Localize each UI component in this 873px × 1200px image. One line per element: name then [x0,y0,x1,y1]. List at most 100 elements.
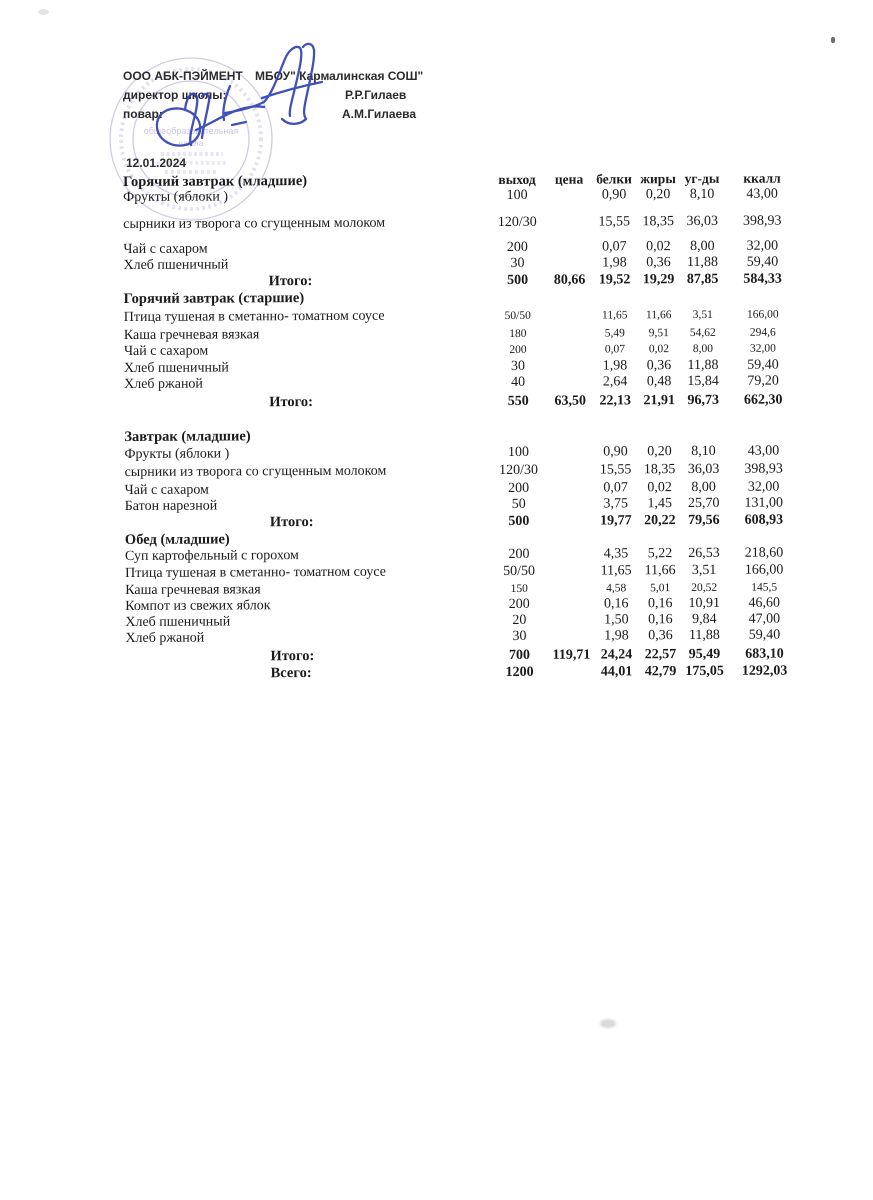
value-cell: 40 [511,374,526,390]
value-cell: 200 [508,546,530,562]
value-cell: 1200 [505,664,534,681]
value-cell: 3,51 [692,308,713,322]
value-cell: 4,35 [603,546,629,562]
scan-speck [38,9,49,15]
scan-speck [831,37,835,43]
cook-label: повар: [123,107,163,121]
value-cell: 8,00 [692,342,714,356]
value-cell: 15,84 [687,373,719,390]
value-cell: 11,66 [645,309,672,322]
value-cell: 32,00 [746,238,779,254]
value-cell: 46,60 [748,595,781,611]
org-name-left: ООО АБК-ПЭЙМЕНТ [123,69,243,83]
director-label: директор школы: [123,88,227,102]
value-cell: 0,07 [604,343,626,356]
value-cell: 47,00 [748,611,781,627]
value-cell: 608,93 [744,512,784,528]
dish-name: Хлеб пшеничный [123,257,229,273]
value-cell: 1,98 [602,255,627,271]
value-cell: 36,03 [687,461,720,478]
dish-name: Фрукты (яблоки ) [124,446,230,462]
value-cell: 1,98 [602,358,628,374]
value-cell: 80,66 [553,272,586,288]
value-cell: 96,73 [687,392,719,409]
value-cell: 683,10 [745,646,784,662]
section-title-row: Горячий завтрак (старшие) [124,287,800,307]
value-cell: 20 [512,612,527,628]
value-cell: 0,36 [646,358,672,374]
value-cell: 18,35 [642,214,675,230]
value-cell: 398,93 [742,213,782,229]
value-cell: 500 [508,513,530,529]
dish-name: Чай с сахаром [124,482,209,498]
dish-name: сырники из творога со сгущенным молоком [124,463,387,480]
value-cell: 0,02 [646,239,671,255]
value-cell: 44,01 [600,664,633,680]
value-cell: 5,01 [650,582,671,595]
menu-row: Птица тушеная в сметанно- томатном соусе… [124,306,800,326]
value-cell: 100 [506,187,528,203]
section-title-row: Завтрак (младшие) [124,425,800,445]
value-cell: 79,56 [688,512,720,529]
dish-name: Фрукты (яблоки ) [123,189,229,205]
value-cell: 166,00 [746,308,779,321]
dish-name: Птица тушеная в сметанно- томатном соусе [123,308,385,325]
column-header: жиры [640,171,676,187]
value-cell: 8,10 [691,443,716,460]
value-cell: 0,20 [647,444,672,460]
dish-name: Итого: [269,394,314,411]
total-row: Итого: 700 119,71 24,24 22,57 95,49 683,10 [125,645,801,666]
value-cell: 150 [510,582,528,595]
value-cell: 50/50 [503,563,536,580]
value-cell: 5,49 [604,327,625,340]
value-cell: 1,50 [604,612,629,628]
column-header: уг-ды [684,170,720,187]
value-cell: 11,88 [686,254,718,271]
value-cell: 19,29 [642,272,675,288]
value-cell: 200 [508,596,530,612]
column-header: ккалл [743,170,781,186]
value-cell: 43,00 [746,186,778,202]
menu-row: Фрукты (яблоки ) 100 0,90 0,20 8,10 43,00 [124,443,800,463]
value-cell: 59,40 [748,627,781,643]
value-cell: 200 [508,480,530,496]
value-cell: 131,00 [744,495,784,511]
value-cell: 30 [510,358,526,374]
value-cell: 0,16 [647,596,673,612]
handwritten-signature [155,42,324,147]
total-row: Итого: 500 80,66 19,52 19,29 87,85 584,33 [124,270,800,291]
menu-row: Фрукты (яблоки ) 100 0,90 0,20 8,10 43,00 [123,186,799,206]
value-cell: 15,55 [599,462,632,478]
section-title: Обед (младшие) [124,531,230,548]
section-title: Горячий завтрак (младшие) [123,173,308,190]
value-cell: 18,35 [643,462,676,478]
value-cell: 218,60 [744,545,784,561]
value-cell: 0,02 [648,343,670,356]
value-cell: 11,88 [687,357,719,374]
value-cell: 20,52 [691,581,718,595]
value-cell: 25,70 [687,495,720,512]
value-cell: 11,88 [688,627,720,644]
dish-name: Птица тушеная в сметанно- томатном соусе [125,564,386,581]
dish-name: Каша гречневая вязкая [125,582,261,598]
value-cell: 22,13 [599,393,631,409]
section-title: Горячий завтрак (старшие) [123,290,305,307]
value-cell: 3,75 [603,496,629,512]
value-cell: 175,05 [685,663,724,680]
value-cell: 120/30 [497,214,537,231]
value-cell: 166,00 [744,562,784,578]
value-cell: 200 [509,343,527,356]
value-cell: 1,45 [647,496,673,512]
value-cell: 8,00 [691,479,716,496]
value-cell: 24,24 [600,647,633,663]
value-cell: 100 [507,444,530,460]
value-cell: 0,16 [603,596,629,612]
value-cell: 63,50 [554,393,586,409]
value-cell: 0,20 [645,187,671,203]
value-cell: 36,03 [686,213,719,230]
dish-name: Всего: [270,665,312,682]
value-cell: 398,93 [744,461,783,477]
menu-table: Горячий завтрак (младшие) выход цена белки ж… [123,170,802,683]
value-cell: 500 [507,272,529,288]
menu-row: сырники из творога со сгущенным молоком 1… [123,213,799,233]
